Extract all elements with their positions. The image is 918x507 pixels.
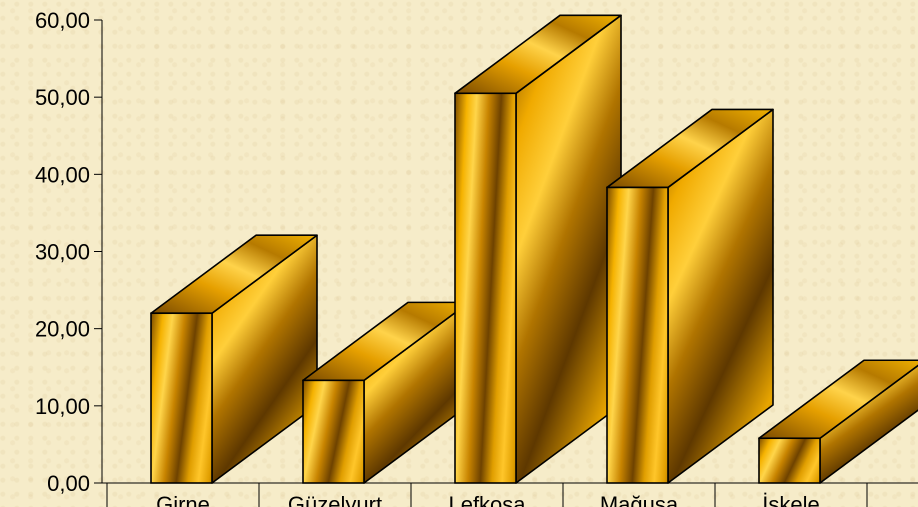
bar [302, 301, 470, 484]
x-category-label: Güzelyurt [288, 492, 382, 507]
bar-front-face [454, 92, 517, 484]
bar-front-face [606, 186, 669, 484]
y-tick-label: 30,00 [35, 240, 90, 265]
x-category-label: Mağusa [600, 492, 679, 507]
y-tick-label: 40,00 [35, 162, 90, 187]
bar-side-face [515, 14, 622, 484]
bars [150, 14, 918, 484]
x-category-label: Girne [156, 492, 210, 507]
y-tick-label: 10,00 [35, 394, 90, 419]
bar [454, 14, 622, 484]
bar [606, 108, 774, 484]
labels: 0,00 10,00 20,00 30,00 40,00 50,00 60,00 Girne G… [35, 8, 820, 507]
y-tick-label: 0,00 [47, 471, 90, 496]
bar-front-face [758, 437, 821, 484]
y-tick-label: 60,00 [35, 8, 90, 33]
y-tick-label: 20,00 [35, 317, 90, 342]
bar [150, 234, 318, 484]
bar [758, 359, 918, 484]
x-category-label: İskele [762, 492, 819, 507]
x-category-label: Lefkoşa [448, 492, 526, 507]
bar-front-face [302, 379, 365, 484]
y-tick-label: 50,00 [35, 85, 90, 110]
bar-front-face [150, 312, 213, 484]
